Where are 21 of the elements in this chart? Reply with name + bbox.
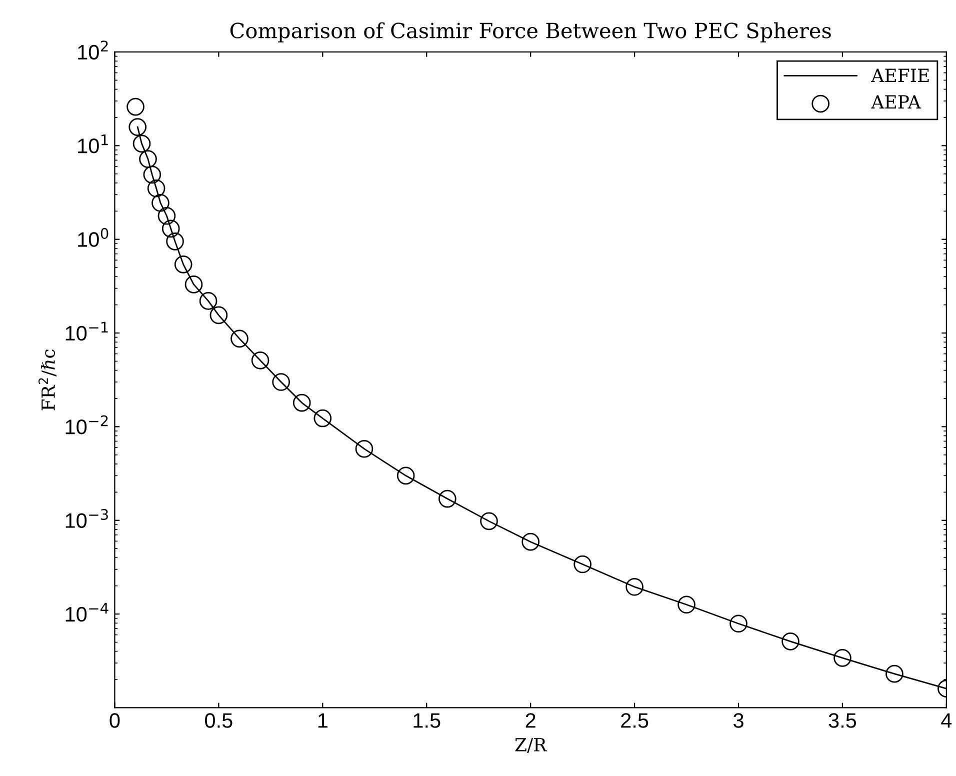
x-tick-label: 0 [110, 713, 120, 728]
y-tick-label: 10$^{−2}$ [66, 415, 108, 434]
y-axis-title: FR$^{2}$/ℏc [38, 349, 56, 410]
y-tick-label: 10$^{−1}$ [66, 322, 108, 341]
y-tick-label: 10$^{−3}$ [66, 508, 108, 528]
x-tick-label: 1.5 [414, 713, 440, 728]
x-tick-label: 3 [734, 713, 744, 728]
y-tick-label: 10$^{2}$ [78, 40, 108, 60]
y-tick-label: 10$^{0}$ [78, 228, 108, 247]
x-tick-label: 1 [318, 713, 328, 728]
y-tick-label: 10$^{−4}$ [66, 602, 108, 622]
x-tick-label: 4 [941, 713, 952, 728]
chart-title: Comparison of Casimir Force Between Two PEC Spheres [230, 22, 831, 42]
x-tick-label: 0.5 [205, 713, 232, 728]
x-tick-label: 2.5 [621, 713, 648, 728]
x-tick-label: 3.5 [828, 713, 856, 728]
legend-label: AEFIE [871, 68, 929, 82]
x-tick-label: 2 [526, 713, 536, 728]
legend-label: AEPA [871, 95, 922, 108]
x-axis-title: Z/R [515, 738, 548, 753]
y-tick-label: 10$^{1}$ [78, 134, 108, 154]
